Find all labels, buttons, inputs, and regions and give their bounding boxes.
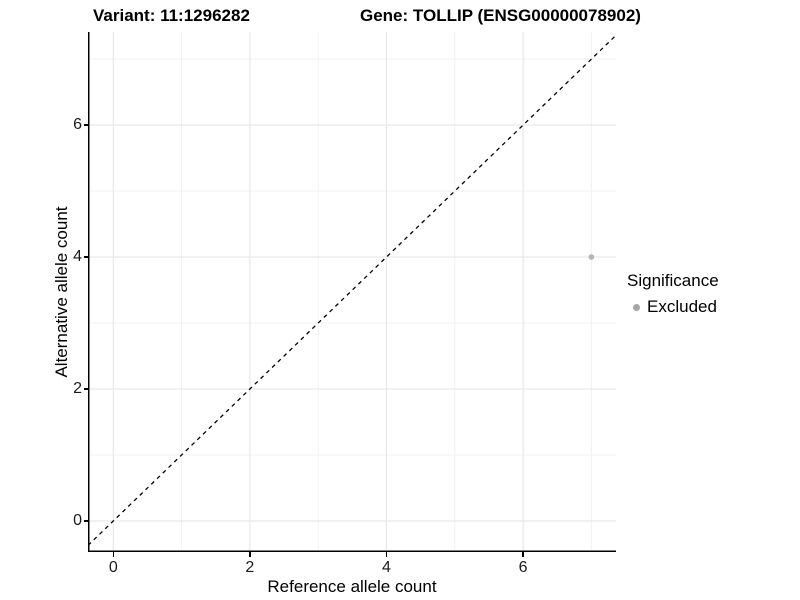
y-tick-mark	[83, 388, 88, 390]
x-tick-label: 6	[518, 559, 528, 576]
legend-title: Significance	[627, 271, 719, 290]
y-tick-mark	[83, 520, 88, 522]
x-tick-label: 2	[245, 559, 255, 576]
legend-entry-label: Excluded	[647, 297, 717, 316]
data-point-excluded	[588, 254, 595, 260]
y-tick-label: 2	[73, 380, 82, 397]
y-tick-mark	[83, 256, 88, 258]
y-tick-mark	[83, 124, 88, 126]
legend: Significance Excluded	[627, 271, 719, 317]
identity-dashed-line	[88, 34, 616, 546]
variant-title: Variant: 11:1296282	[93, 6, 250, 25]
y-tick-label: 4	[73, 248, 82, 266]
y-axis-title: Alternative allele count	[52, 206, 71, 378]
x-tick-label: 4	[382, 559, 391, 576]
gene-title: Gene: TOLLIP (ENSG00000078902)	[360, 6, 641, 25]
y-tick-label: 6	[73, 116, 82, 134]
plot-panel	[88, 32, 616, 552]
x-tick-mark	[522, 552, 524, 557]
x-tick-mark	[112, 552, 114, 557]
x-tick-mark	[385, 552, 388, 557]
y-tick-label: 0	[73, 511, 82, 529]
legend-entry-excluded: Excluded	[627, 297, 719, 317]
x-tick-label: 0	[108, 559, 118, 576]
x-tick-mark	[249, 552, 251, 557]
legend-key-dot	[633, 303, 640, 311]
x-axis-title: Reference allele count	[267, 577, 437, 596]
plot-canvas	[88, 32, 616, 552]
